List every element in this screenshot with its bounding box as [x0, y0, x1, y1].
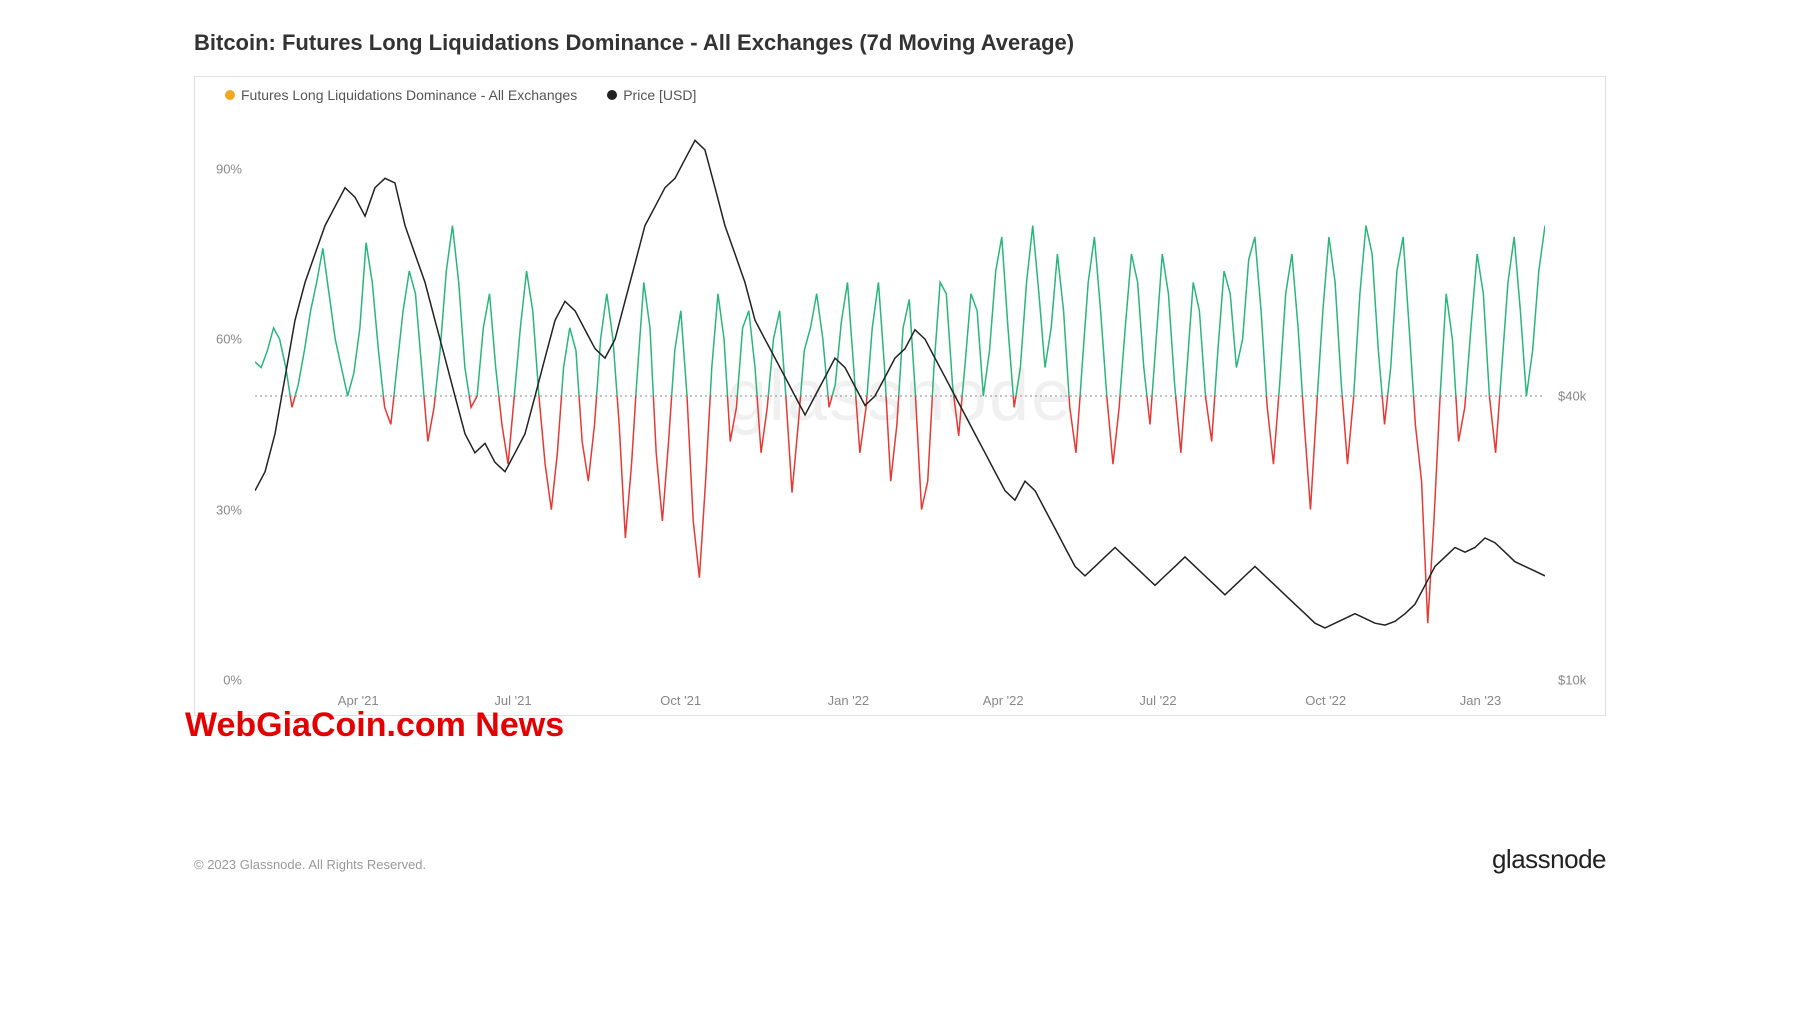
dominance-below-segment: [1013, 396, 1016, 407]
dominance-below-segment: [757, 396, 768, 453]
legend-item-price: Price [USD]: [607, 87, 696, 103]
dominance-below-segment: [653, 396, 671, 521]
legend: Futures Long Liquidations Dominance - Al…: [225, 87, 696, 103]
legend-label-dominance: Futures Long Liquidations Dominance - Al…: [241, 87, 577, 103]
dominance-below-segment: [469, 396, 477, 407]
dominance-below-segment: [424, 396, 435, 441]
dominance-above-segment: [1317, 237, 1342, 396]
dominance-below-segment: [915, 396, 932, 510]
dominance-above-segment: [768, 311, 786, 396]
y-right-tick: $10k: [1558, 673, 1586, 688]
dominance-above-segment: [1080, 237, 1107, 396]
dominance-above-segment: [636, 282, 654, 396]
dominance-below-segment: [828, 396, 832, 407]
legend-dot-dominance: [225, 90, 235, 100]
dominance-below-segment: [1489, 396, 1499, 453]
dominance-above-segment: [1185, 282, 1206, 396]
chart-box: Futures Long Liquidations Dominance - Al…: [194, 76, 1606, 716]
dominance-above-segment: [672, 311, 687, 396]
dominance-below-segment: [1147, 396, 1152, 424]
dominance-above-segment: [562, 328, 580, 396]
copyright-text: © 2023 Glassnode. All Rights Reserved.: [194, 857, 426, 872]
x-tick: Jul '22: [1139, 693, 1176, 708]
dominance-above-segment: [737, 311, 757, 396]
chart-container: Bitcoin: Futures Long Liquidations Domin…: [174, 0, 1626, 817]
dominance-below-segment: [579, 396, 597, 481]
dominance-below-segment: [1342, 396, 1353, 464]
dominance-above-segment: [1016, 226, 1069, 396]
dominance-above-segment: [932, 282, 953, 396]
legend-dot-price: [607, 90, 617, 100]
chart-title: Bitcoin: Futures Long Liquidations Domin…: [194, 30, 1606, 56]
dominance-above-segment: [597, 294, 618, 396]
dominance-above-segment: [1152, 254, 1176, 396]
x-tick: Jan '22: [828, 693, 870, 708]
legend-label-price: Price [USD]: [623, 87, 696, 103]
y-left-tick: 60%: [216, 332, 242, 347]
dominance-below-segment: [1382, 396, 1387, 424]
dominance-above-segment: [1466, 254, 1490, 396]
dominance-below-segment: [1205, 396, 1214, 441]
x-tick: Apr '22: [983, 693, 1024, 708]
watermark-webgiacoin: WebGiaCoin.com News: [185, 706, 564, 745]
dominance-below-segment: [617, 396, 636, 538]
y-axis-right: $10k$40k: [1550, 112, 1605, 680]
dominance-below-segment: [1176, 396, 1185, 453]
dominance-below-segment: [539, 396, 562, 510]
dominance-below-segment: [1069, 396, 1080, 453]
dominance-above-segment: [1354, 226, 1383, 396]
y-axis-left: 0%30%60%90%: [195, 112, 250, 680]
brand-logo: glassnode: [1492, 844, 1606, 875]
x-tick: Oct '21: [660, 693, 701, 708]
dominance-above-segment: [1279, 254, 1303, 396]
x-tick: Oct '22: [1305, 693, 1346, 708]
y-left-tick: 0%: [223, 673, 242, 688]
dominance-below-segment: [499, 396, 514, 464]
dominance-above-segment: [710, 294, 727, 396]
dominance-above-segment: [435, 226, 469, 396]
y-left-tick: 30%: [216, 502, 242, 517]
y-right-tick: $40k: [1558, 389, 1586, 404]
dominance-above-segment: [962, 237, 1013, 396]
dominance-below-segment: [886, 396, 899, 481]
dominance-above-segment: [514, 271, 539, 396]
dominance-above-segment: [832, 282, 856, 396]
plot-svg: [255, 112, 1545, 680]
dominance-below-segment: [383, 396, 394, 424]
dominance-below-segment: [728, 396, 738, 441]
dominance-above-segment: [1440, 294, 1456, 396]
legend-item-dominance: Futures Long Liquidations Dominance - Al…: [225, 87, 577, 103]
dominance-below-segment: [1266, 396, 1278, 464]
dominance-above-segment: [899, 299, 916, 396]
dominance-above-segment: [394, 271, 424, 396]
dominance-below-segment: [290, 396, 295, 407]
dominance-above-segment: [1215, 237, 1267, 396]
dominance-below-segment: [786, 396, 801, 493]
dominance-above-segment: [255, 328, 290, 396]
dominance-below-segment: [687, 396, 710, 578]
dominance-above-segment: [1500, 226, 1545, 396]
dominance-above-segment: [1120, 254, 1147, 396]
dominance-above-segment: [477, 294, 499, 396]
y-left-tick: 90%: [216, 161, 242, 176]
x-tick: Jan '23: [1460, 693, 1502, 708]
dominance-below-segment: [1456, 396, 1466, 441]
plot-area: [255, 112, 1545, 680]
dominance-above-segment: [1388, 237, 1414, 396]
dominance-above-segment: [295, 243, 383, 396]
dominance-below-segment: [1414, 396, 1441, 623]
dominance-below-segment: [1107, 396, 1120, 464]
dominance-below-segment: [1302, 396, 1317, 510]
